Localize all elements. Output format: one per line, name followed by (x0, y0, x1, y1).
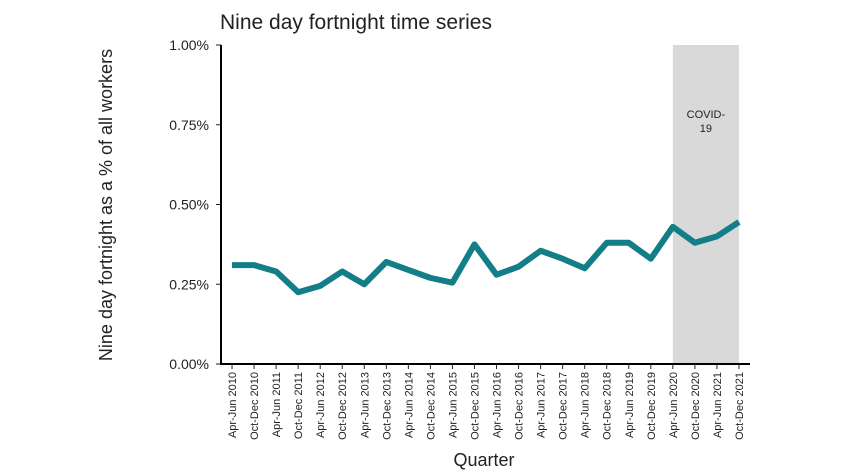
x-tick-label: Apr-Jun 2018 (580, 372, 592, 438)
x-tick-label: Apr-Jun 2014 (403, 372, 415, 438)
x-tick-label: Apr-Jun 2021 (712, 372, 724, 438)
y-tick-label: 0.25% (169, 276, 209, 292)
data-line (232, 219, 741, 296)
x-tick-label: Apr-Jun 2020 (668, 372, 680, 438)
x-tick-label: Oct-Dec 2010 (249, 372, 261, 440)
x-axis-label: Quarter (453, 450, 514, 470)
x-tick-label: Apr-Jun 2012 (315, 372, 327, 438)
x-tick-label: Apr-Jun 2011 (271, 372, 283, 437)
x-tick-label: Oct-Dec 2011 (293, 372, 305, 439)
x-tick-label: Oct-Dec 2018 (602, 372, 614, 440)
x-tick-label: Apr-Jun 2016 (492, 372, 504, 438)
x-tick-label: Apr-Jun 2017 (536, 372, 548, 438)
x-tick-label: Apr-Jun 2019 (624, 372, 636, 438)
shaded-region (672, 45, 739, 364)
x-tick-label: Oct-Dec 2013 (381, 372, 393, 440)
y-tick-label: 0.50% (169, 197, 209, 213)
y-axis-label: Nine day fortnight as a % of all workers (96, 49, 116, 361)
x-tick-label: Oct-Dec 2012 (337, 372, 349, 440)
x-tick-label: Oct-Dec 2020 (690, 372, 702, 440)
x-tick-label: Oct-Dec 2014 (425, 372, 437, 440)
y-tick-label: 0.75% (169, 117, 209, 133)
x-tick-label: Apr-Jun 2013 (359, 372, 371, 438)
x-tick-label: Apr-Jun 2010 (227, 372, 239, 438)
y-tick-label: 1.00% (169, 37, 209, 53)
shaded-region-label: COVID-19 (686, 109, 726, 135)
x-tick-label: Oct-Dec 2016 (514, 372, 526, 440)
x-tick-label: Apr-Jun 2015 (447, 372, 459, 438)
chart-title: Nine day fortnight time series (220, 11, 492, 34)
x-tick-label: Oct-Dec 2021 (734, 372, 746, 440)
y-tick-label: 0.00% (169, 356, 209, 372)
shaded-label-box: COVID-19 (686, 109, 726, 135)
x-tick-label: Oct-Dec 2019 (646, 372, 658, 440)
x-tick-label: Oct-Dec 2017 (558, 372, 570, 440)
x-tick-label: Oct-Dec 2015 (469, 372, 481, 440)
